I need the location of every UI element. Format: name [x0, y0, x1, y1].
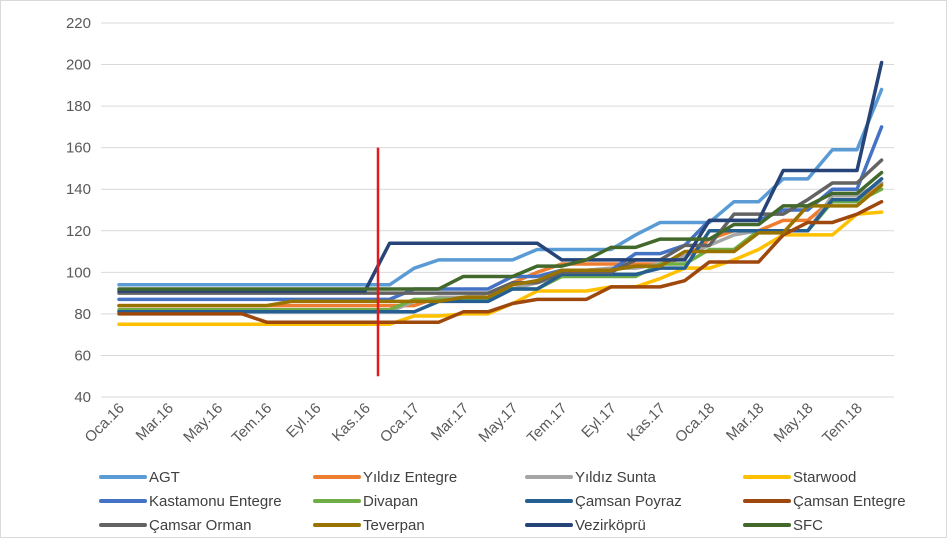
x-tick-label: Mar.16 — [133, 400, 177, 444]
legend-label: Yıldız Sunta — [575, 469, 657, 486]
x-tick-label: Tem.16 — [229, 400, 276, 447]
legend-label: Vezirköprü — [575, 517, 646, 534]
y-tick-label: 120 — [66, 223, 91, 240]
series-lines — [117, 60, 884, 327]
y-tick-label: 180 — [66, 98, 91, 115]
series-line-6 — [117, 177, 884, 314]
x-tick-label: May.17 — [475, 400, 521, 446]
series-line-7 — [117, 199, 884, 324]
y-tick-label: 40 — [74, 389, 91, 406]
y-tick-label: 140 — [66, 181, 91, 198]
legend-label: Teverpan — [363, 517, 425, 534]
x-tick-label: Oca.16 — [82, 400, 128, 446]
series-line-11 — [117, 170, 884, 291]
x-tick-label: Mar.18 — [723, 400, 767, 444]
x-tick-label: May.16 — [180, 400, 226, 446]
y-tick-label: 220 — [66, 15, 91, 32]
series-line-0 — [117, 87, 884, 287]
x-axis-ticks: Oca.16 Mar.16 May.16 Tem.16 Eyl.16 Kas.16 Oca.… — [82, 400, 866, 447]
x-tick-label: Eyl.16 — [283, 400, 325, 442]
x-tick-label: Oca.18 — [672, 400, 718, 446]
y-tick-label: 100 — [66, 264, 91, 281]
legend-label: AGT — [149, 469, 180, 486]
x-tick-label: Oca.17 — [377, 400, 423, 446]
series-line-9 — [117, 183, 884, 308]
x-tick-label: May.18 — [771, 400, 817, 446]
x-tick-label: Eyl.17 — [578, 400, 620, 442]
y-tick-label: 60 — [74, 347, 91, 364]
series-line-10 — [117, 60, 884, 293]
legend-label: Çamsar Orman — [149, 517, 252, 534]
x-tick-label: Tem.17 — [524, 400, 571, 447]
legend: AGT Yıldız Entegre Yıldız Sunta Starwood Kas… — [99, 469, 906, 534]
y-tick-label: 80 — [74, 306, 91, 323]
x-tick-label: Mar.17 — [428, 400, 472, 444]
legend-label: Divapan — [363, 493, 418, 510]
legend-label: Çamsan Poyraz — [575, 493, 682, 510]
legend-label: Yıldız Entegre — [363, 469, 457, 486]
legend-label: SFC — [793, 517, 823, 534]
series-line-8 — [117, 158, 884, 295]
legend-label: Çamsan Entegre — [793, 493, 906, 510]
legend-label: Kastamonu Entegre — [149, 493, 282, 510]
x-tick-label: Tem.18 — [819, 400, 866, 447]
y-tick-label: 200 — [66, 57, 91, 74]
legend-label: Starwood — [793, 469, 856, 486]
x-tick-label: Kas.17 — [624, 400, 669, 445]
y-axis-ticks: 40 60 80 100 120 140 160 180 200 220 — [66, 15, 91, 406]
x-tick-label: Kas.16 — [329, 400, 374, 445]
y-tick-label: 160 — [66, 140, 91, 157]
